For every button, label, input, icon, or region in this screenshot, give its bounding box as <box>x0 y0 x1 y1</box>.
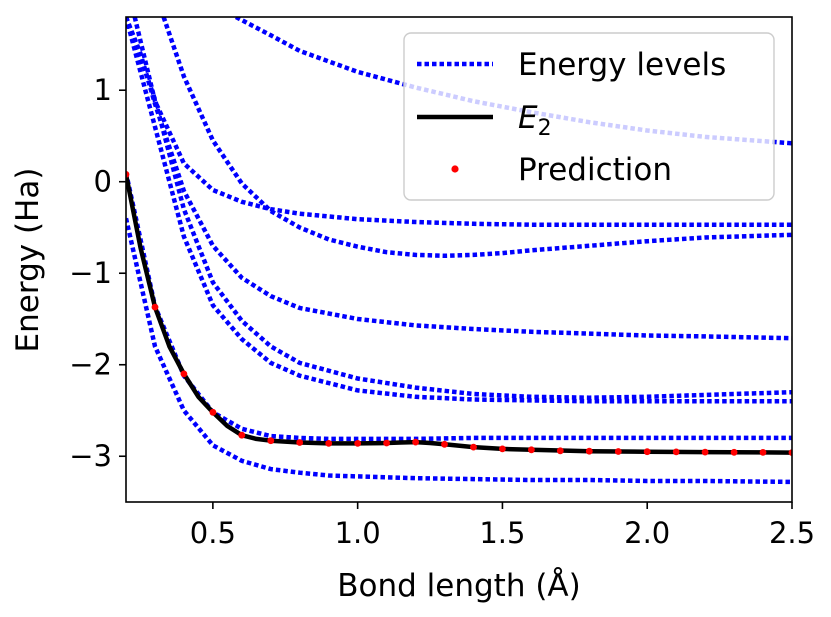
y-axis-ticks: 1 0 −1 −2 −3 <box>69 73 126 473</box>
prediction-point <box>528 446 535 454</box>
x-tick-label: 1.0 <box>335 516 381 550</box>
energy-level-line-level-3 <box>126 17 792 404</box>
prediction-point <box>412 438 419 446</box>
prediction-point <box>470 443 477 451</box>
prediction-point <box>730 448 738 456</box>
y-axis-label: Energy (Ha) <box>10 168 46 353</box>
prediction-point <box>672 448 680 456</box>
prediction-point <box>151 303 159 311</box>
prediction-point <box>788 449 792 456</box>
y-tick-label: −2 <box>69 348 112 382</box>
prediction-point <box>499 445 506 453</box>
legend-prediction-marker <box>451 165 459 173</box>
legend-prediction-label: Prediction <box>518 152 672 188</box>
series-line-e2 <box>126 173 792 455</box>
y-tick-label: −1 <box>69 256 112 290</box>
x-tick-label: 2.0 <box>624 516 670 550</box>
prediction-point <box>180 370 188 378</box>
legend-e2-symbol: E <box>518 100 538 136</box>
legend-energy-levels-label: Energy levels <box>518 47 726 83</box>
prediction-point <box>759 449 767 456</box>
prediction-point <box>585 447 593 455</box>
plot-frame <box>125 16 793 503</box>
prediction-point <box>296 439 304 446</box>
energy-level-line-level-1 <box>126 217 792 485</box>
energy-level-line-level-2 <box>126 172 792 442</box>
legend-e2-subscript: 2 <box>538 116 552 141</box>
x-tick-label: 1.5 <box>479 516 525 550</box>
x-axis-ticks: 0.5 1.0 1.5 2.0 2.5 <box>190 502 815 550</box>
prediction-point <box>126 171 130 178</box>
plot-data-area <box>126 17 792 485</box>
prediction-point <box>556 447 564 455</box>
x-tick-label: 2.5 <box>769 516 815 550</box>
prediction-point <box>325 440 333 447</box>
prediction-point <box>383 439 390 447</box>
legend-e2-label: E2 <box>518 100 552 141</box>
prediction-point <box>643 448 651 456</box>
energy-level-line-level-5 <box>126 17 792 341</box>
y-tick-label: 1 <box>94 73 112 107</box>
energy-level-line-level-4 <box>126 17 792 400</box>
legend-box <box>403 32 775 201</box>
prediction-point <box>441 440 448 448</box>
energy-level-line-level-8 <box>234 17 792 146</box>
x-tick-label: 0.5 <box>190 516 236 550</box>
energy-level-line-level-7 <box>132 17 792 227</box>
prediction-point <box>701 448 709 456</box>
prediction-point <box>267 437 275 445</box>
y-tick-label: −3 <box>69 439 112 473</box>
prediction-point <box>354 440 362 447</box>
prediction-point <box>614 448 622 455</box>
energy-level-line-level-6 <box>161 17 792 259</box>
prediction-point <box>238 431 246 439</box>
x-axis-label: Bond length (Å) <box>337 568 580 604</box>
prediction-point <box>209 408 217 416</box>
legend: Energy levels E2 Prediction <box>403 32 775 201</box>
y-tick-label: 0 <box>94 165 112 199</box>
